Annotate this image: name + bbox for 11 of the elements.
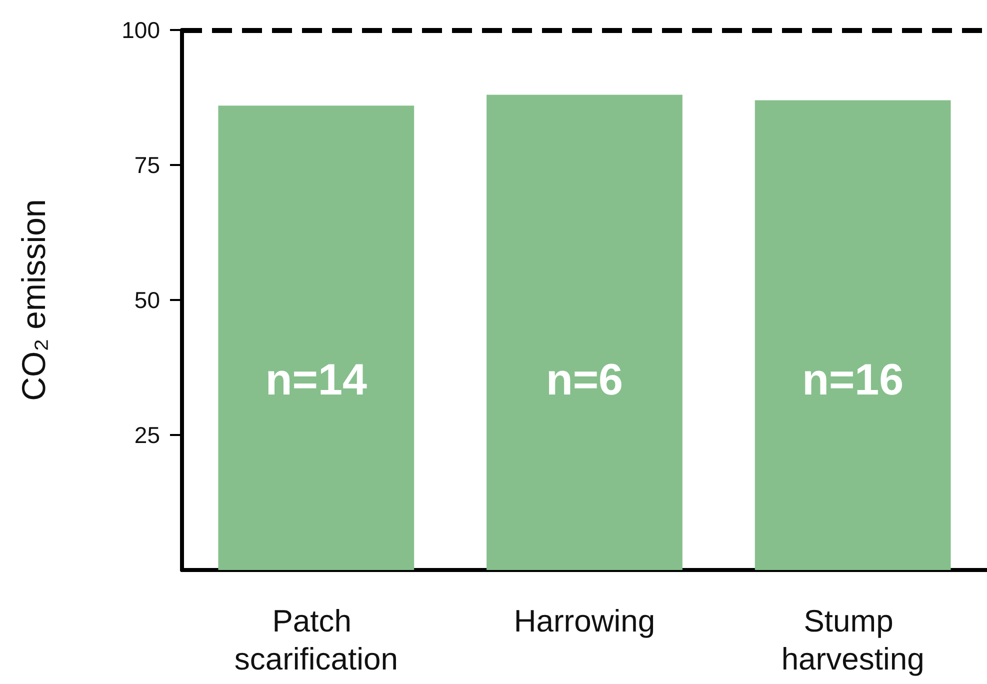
x-tick-label: Stump harvesting <box>781 604 924 676</box>
y-tick-label: 75 <box>134 152 160 178</box>
annotation: n=16 <box>802 356 904 404</box>
y-tick-label: 25 <box>134 422 160 448</box>
annotation: n=6 <box>546 356 624 404</box>
y-tick-label: 50 <box>134 287 160 313</box>
x-tick-label: Patch scarification <box>234 604 398 676</box>
x-tick-label: Harrowing <box>514 604 656 638</box>
y-axis-title: CO₂ emission <box>15 199 52 401</box>
y-tick-label: 100 <box>122 17 160 43</box>
annotation: n=14 <box>265 356 368 404</box>
